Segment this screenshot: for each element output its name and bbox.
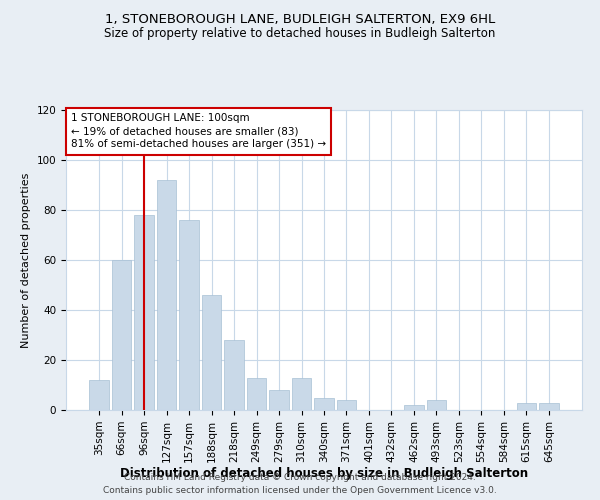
Bar (134, 215, 154, 410)
Y-axis label: Number of detached properties: Number of detached properties (21, 172, 31, 348)
Bar (269, 390, 289, 410)
Bar (517, 402, 536, 410)
Bar (427, 400, 446, 410)
Text: Contains HM Land Registry data © Crown copyright and database right 2024.
Contai: Contains HM Land Registry data © Crown c… (103, 474, 497, 495)
Bar (202, 295, 221, 410)
X-axis label: Distribution of detached houses by size in Budleigh Salterton: Distribution of detached houses by size … (120, 468, 528, 480)
Bar (157, 180, 176, 410)
Bar (224, 340, 244, 410)
Bar (314, 398, 334, 410)
Bar (539, 402, 559, 410)
Bar (292, 378, 311, 410)
Bar (89, 380, 109, 410)
Bar (404, 405, 424, 410)
Bar (337, 400, 356, 410)
Text: Size of property relative to detached houses in Budleigh Salterton: Size of property relative to detached ho… (104, 28, 496, 40)
Text: 1 STONEBOROUGH LANE: 100sqm
← 19% of detached houses are smaller (83)
81% of sem: 1 STONEBOROUGH LANE: 100sqm ← 19% of det… (71, 113, 326, 150)
Bar (179, 220, 199, 410)
Bar (112, 260, 131, 410)
Bar (247, 378, 266, 410)
Text: 1, STONEBOROUGH LANE, BUDLEIGH SALTERTON, EX9 6HL: 1, STONEBOROUGH LANE, BUDLEIGH SALTERTON… (105, 12, 495, 26)
